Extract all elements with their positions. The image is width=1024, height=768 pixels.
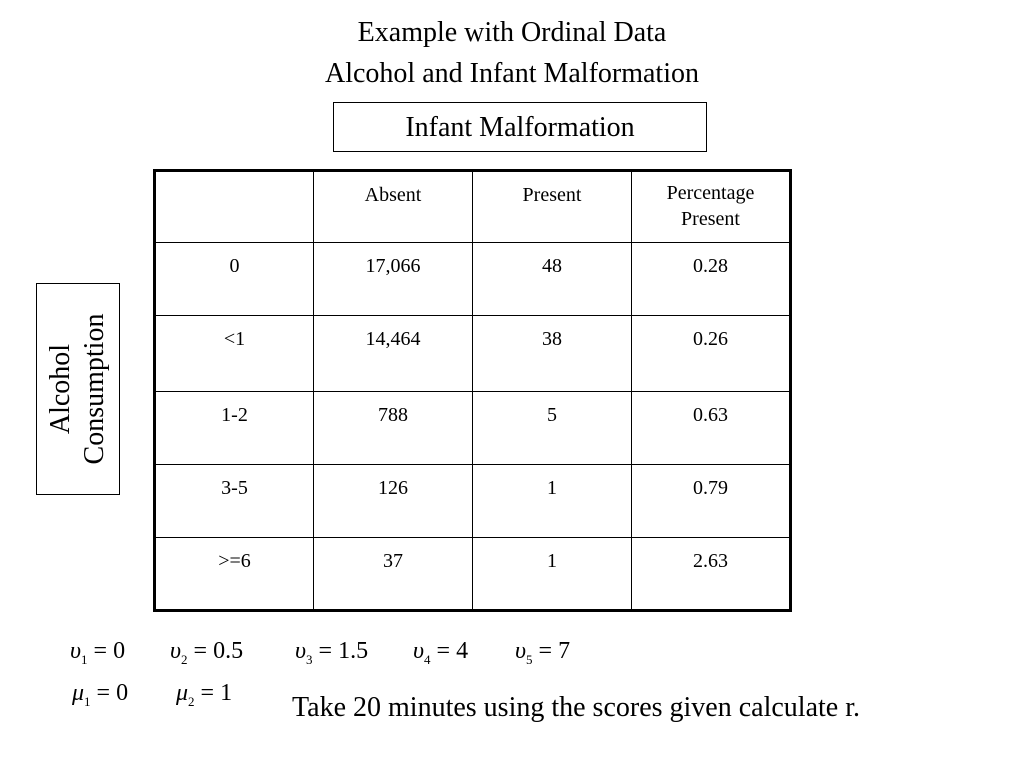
score-symbol: υ xyxy=(413,638,425,664)
score-value: 0 xyxy=(113,638,126,664)
row-score-2: υ2 = 0.5 xyxy=(170,638,244,667)
score-index: 1 xyxy=(81,651,88,667)
row-score-3: υ3 = 1.5 xyxy=(295,638,369,667)
cell-alcohol: >=6 xyxy=(154,537,314,611)
header-cell-blank xyxy=(154,170,314,243)
title-line-1: Example with Ordinal Data xyxy=(357,17,667,48)
cell-absent: 14,464 xyxy=(313,315,473,392)
score-value: 1.5 xyxy=(338,638,369,664)
score-index: 2 xyxy=(181,651,188,667)
score-index: 3 xyxy=(306,651,313,667)
task-instruction: Take 20 minutes using the scores given c… xyxy=(292,692,860,723)
score-value: 1 xyxy=(220,680,233,706)
cell-absent: 17,066 xyxy=(313,242,473,316)
score-index: 2 xyxy=(188,693,195,709)
score-symbol: υ xyxy=(70,638,82,664)
malformation-table: Absent Present Percentage Present 0 17,0… xyxy=(153,169,792,612)
table-row: 3-5 126 1 0.79 xyxy=(154,464,791,538)
table-row: <1 14,464 38 0.26 xyxy=(154,315,791,392)
cell-absent: 788 xyxy=(313,391,473,465)
cell-present: 5 xyxy=(472,391,632,465)
cell-present: 48 xyxy=(472,242,632,316)
cell-present: 1 xyxy=(472,464,632,538)
table-row: >=6 37 1 2.63 xyxy=(154,537,791,611)
cell-present: 1 xyxy=(472,537,632,611)
column-score-2: μ2 = 1 xyxy=(176,680,233,709)
row-group-label-box: Alcohol Consumption xyxy=(36,283,120,495)
score-symbol: μ xyxy=(176,680,189,706)
row-score-4: υ4 = 4 xyxy=(413,638,469,667)
cell-absent: 126 xyxy=(313,464,473,538)
cell-absent: 37 xyxy=(313,537,473,611)
row-score-1: υ1 = 0 xyxy=(70,638,126,667)
header-percentage-text: Percentage Present xyxy=(666,182,755,230)
cell-alcohol: 3-5 xyxy=(154,464,314,538)
row-score-5: υ5 = 7 xyxy=(515,638,571,667)
table-row: 0 17,066 48 0.28 xyxy=(154,242,791,316)
cell-percentage: 0.79 xyxy=(631,464,791,538)
cell-percentage: 2.63 xyxy=(631,537,791,611)
cell-percentage: 0.26 xyxy=(631,315,791,392)
cell-present: 38 xyxy=(472,315,632,392)
score-symbol: μ xyxy=(72,680,85,706)
score-symbol: υ xyxy=(295,638,307,664)
cell-percentage: 0.63 xyxy=(631,391,791,465)
score-index: 1 xyxy=(84,693,91,709)
header-cell-percentage: Percentage Present xyxy=(631,170,791,243)
cell-alcohol: <1 xyxy=(154,315,314,392)
table-header-row: Absent Present Percentage Present xyxy=(154,170,791,243)
title-line-2: Alcohol and Infant Malformation xyxy=(324,58,699,89)
row-group-label-line-1: Alcohol xyxy=(45,343,76,435)
score-symbol: υ xyxy=(170,638,182,664)
score-value: 0.5 xyxy=(213,638,244,664)
cell-alcohol: 1-2 xyxy=(154,391,314,465)
column-score-1: μ1 = 0 xyxy=(72,680,129,709)
cell-alcohol: 0 xyxy=(154,242,314,316)
column-group-label: Infant Malformation xyxy=(333,102,707,152)
score-value: 0 xyxy=(116,680,129,706)
score-value: 4 xyxy=(456,638,469,664)
score-index: 5 xyxy=(526,651,533,667)
table-row: 1-2 788 5 0.63 xyxy=(154,391,791,465)
header-cell-present: Present xyxy=(472,170,632,243)
cell-percentage: 0.28 xyxy=(631,242,791,316)
row-group-label: Alcohol Consumption xyxy=(44,314,112,465)
score-symbol: υ xyxy=(515,638,527,664)
score-value: 7 xyxy=(558,638,571,664)
header-cell-absent: Absent xyxy=(313,170,473,243)
row-group-label-line-2: Consumption xyxy=(79,313,110,465)
score-index: 4 xyxy=(424,651,431,667)
